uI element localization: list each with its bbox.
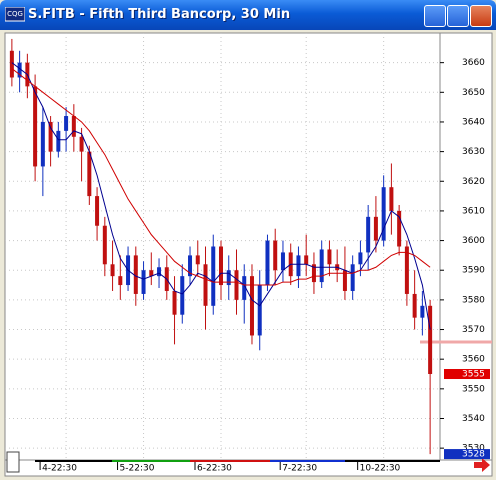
candle-body [9,50,14,78]
x-tick-label: 5-22:30 [120,464,155,474]
candle-body [358,252,363,265]
candle-body [48,121,53,152]
x-tick-label: 7-22:30 [282,464,317,474]
candle-body [211,246,216,306]
candle-body [296,255,301,277]
candle-body [327,249,332,265]
app-icon: CQG [5,7,25,22]
candle-body [33,86,38,167]
candle-body [87,151,92,197]
y-tick-label: 3570 [462,325,485,335]
candle-body [149,270,154,277]
price-axis [439,32,493,461]
candle-body [381,187,386,241]
candle-body [265,240,270,286]
y-tick-label: 3540 [462,414,485,424]
maximize-button[interactable] [447,5,469,27]
candle-body [79,136,84,152]
minimize-button[interactable] [424,5,446,27]
candle-body [319,249,324,283]
candle-body [203,264,208,306]
candle-body [219,246,223,286]
candle-body [226,270,231,286]
candle-body [404,246,409,294]
x-tick-label: 4-22:30 [42,464,77,474]
scroll-box[interactable] [6,451,20,473]
candle-body [188,255,193,277]
candle-body [280,252,285,271]
candle-body [95,196,100,226]
moving-average [11,68,431,286]
candle-body [366,216,371,253]
y-tick-label: 3660 [462,58,485,68]
chart: 3530 3540 3550 3560 3570 3580 3590 3600 3610 3620… [4,32,493,477]
candle-body [311,264,316,283]
x-tick-label: 6-22:30 [197,464,232,474]
close-button[interactable] [470,5,492,27]
svg-text:CQG: CQG [7,10,23,18]
price-marker-label: 3528 [462,450,485,460]
candle-body [242,276,247,300]
candle-body [110,264,115,277]
scroll-arrow[interactable] [474,458,490,472]
time-axis [4,459,493,477]
window-title: S.FITB - Fifth Third Bancorp, 30 Min [28,7,291,22]
candle-body [102,225,107,265]
candle-body [373,216,378,241]
candle-body [249,276,254,336]
title-bar: CQG S.FITB - Fifth Third Bancorp, 30 Min [0,0,496,30]
y-tick-label: 3610 [462,206,485,216]
y-tick-label: 3650 [462,88,485,98]
x-tick-label: 10-22:30 [360,464,401,474]
candle-body [141,270,146,294]
candle-body [304,255,309,265]
candle-body [17,62,22,78]
candle-body [257,285,262,336]
candle-body [195,255,200,265]
candle-body [234,270,239,300]
candle-body [428,305,433,375]
candle-body [397,210,402,247]
candle-body [71,116,76,137]
y-tick-label: 3580 [462,295,485,305]
price-marker-label: 3555 [462,370,485,380]
candle-body [40,121,45,167]
candle-body [389,187,394,211]
candle-body [172,290,177,315]
y-tick-label: 3640 [462,117,485,127]
candle-body [118,276,123,286]
candle-body [133,255,138,294]
y-tick-label: 3590 [462,266,485,276]
price-marker [444,369,490,380]
y-tick-label: 3550 [462,384,485,394]
candle-body [273,240,278,271]
candle-body [64,116,69,131]
y-tick-label: 3600 [462,236,485,246]
y-tick-label: 3620 [462,177,485,187]
y-tick-label: 3560 [462,355,485,365]
candle-body [56,130,61,152]
candle-body [180,276,185,315]
candle-body [420,305,425,318]
price-marker [444,449,490,460]
candle-body [157,267,162,277]
y-tick-label: 3530 [462,444,485,454]
candle-body [412,293,417,318]
y-tick-label: 3630 [462,147,485,157]
candle-body [342,270,347,291]
candle-body [350,264,355,291]
